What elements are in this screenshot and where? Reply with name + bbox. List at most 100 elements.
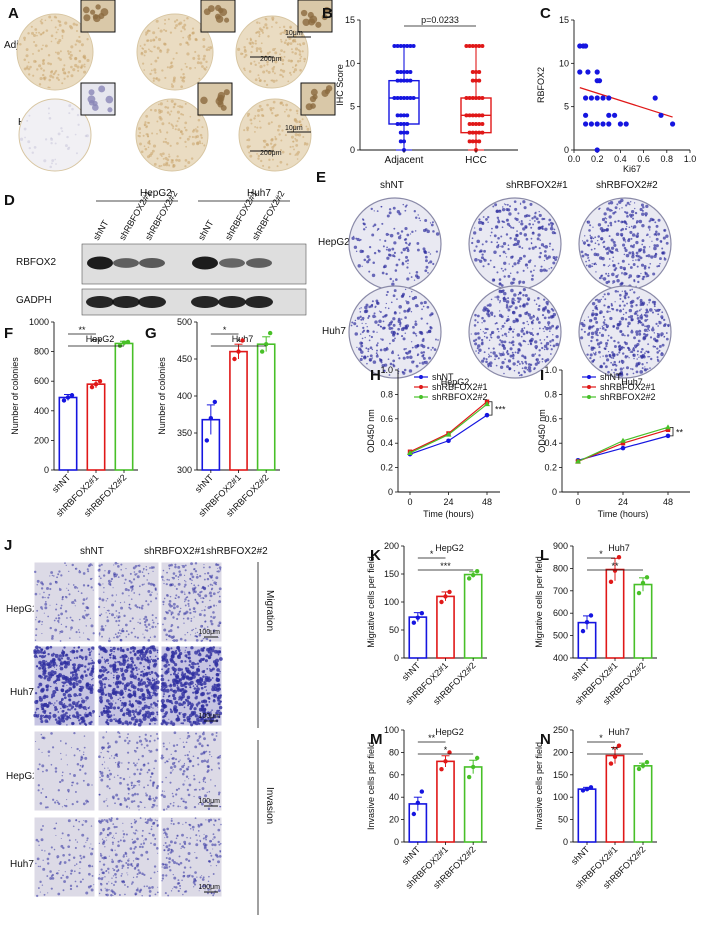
colony [501,334,504,337]
B-point [405,130,410,135]
cell [110,580,113,583]
cell [128,603,131,606]
tissue-core [235,15,309,89]
tissue-speck [166,100,169,102]
colony [487,309,491,313]
tissue-speck [60,127,63,130]
inset-nucleus [203,8,211,16]
cell [79,704,81,707]
cell [68,703,72,707]
cell [145,600,148,603]
colony [501,226,504,229]
cell [115,619,118,623]
cell [125,805,129,808]
colony [359,238,362,241]
colony [389,342,391,345]
tissue-speck [170,64,174,68]
I-legend-marker [587,385,591,389]
tissue-speck [274,136,277,138]
colony [531,274,534,278]
cell [195,694,197,696]
cell [152,797,155,800]
cell [33,650,38,655]
tissue-speck [159,102,163,106]
colony [594,305,596,308]
colony [511,300,513,302]
tissue-speck [282,25,286,28]
tissue-speck [246,126,250,130]
B-point [477,44,482,48]
cell [113,714,115,716]
tissue-speck [66,75,69,78]
cell [109,656,112,659]
cell [62,690,64,693]
colony [386,246,388,249]
cell [107,702,111,705]
cell [205,700,208,703]
cell [128,807,131,809]
F-point [121,340,127,345]
cell [207,650,212,654]
tissue-speck [202,37,206,42]
tissue-speck [262,26,266,29]
cell [145,793,148,797]
cell [52,798,55,801]
cell [107,767,109,769]
colony [380,325,383,328]
cell [54,628,58,632]
colony [406,355,410,359]
colony [588,344,590,347]
colony [359,333,362,335]
colony [397,327,400,331]
colony [387,307,390,310]
cell [137,678,141,681]
colony [544,359,548,363]
cell [175,680,180,685]
tissue-speck [27,140,31,144]
tissue-speck [249,118,253,122]
colony [547,255,551,259]
cell [119,646,123,650]
cell [70,747,73,749]
tissue-speck [289,108,292,112]
tissue-speck [170,110,173,113]
colony [600,333,605,337]
cell [126,708,130,712]
inset-nucleus [82,6,90,14]
tissue-speck [153,39,155,41]
cell [173,705,178,710]
colony [499,245,501,247]
colony [418,217,421,220]
cell [215,711,218,715]
G-point [259,349,265,354]
cell [134,564,138,568]
cell [199,677,202,680]
cell [100,685,103,689]
colony [580,250,584,254]
colony [646,310,649,314]
cell [197,673,200,677]
colony [601,326,605,330]
cell [150,652,152,655]
tissue-speck [254,63,257,67]
colony [509,237,512,240]
cell [211,584,214,586]
tissue-speck [33,33,37,38]
colony [361,316,365,320]
cell [156,719,158,721]
cell [200,683,203,686]
cell [82,679,84,681]
cell [201,704,205,708]
cell [56,678,59,681]
tissue-speck [171,159,174,162]
tissue-speck [257,74,260,77]
tissue-speck [191,142,195,146]
cell [75,649,79,653]
colony [411,291,413,293]
cell [54,718,58,721]
B-point [402,122,406,126]
B-point [480,96,485,100]
colony [633,202,636,204]
B-point [477,113,482,118]
cell [69,637,71,639]
